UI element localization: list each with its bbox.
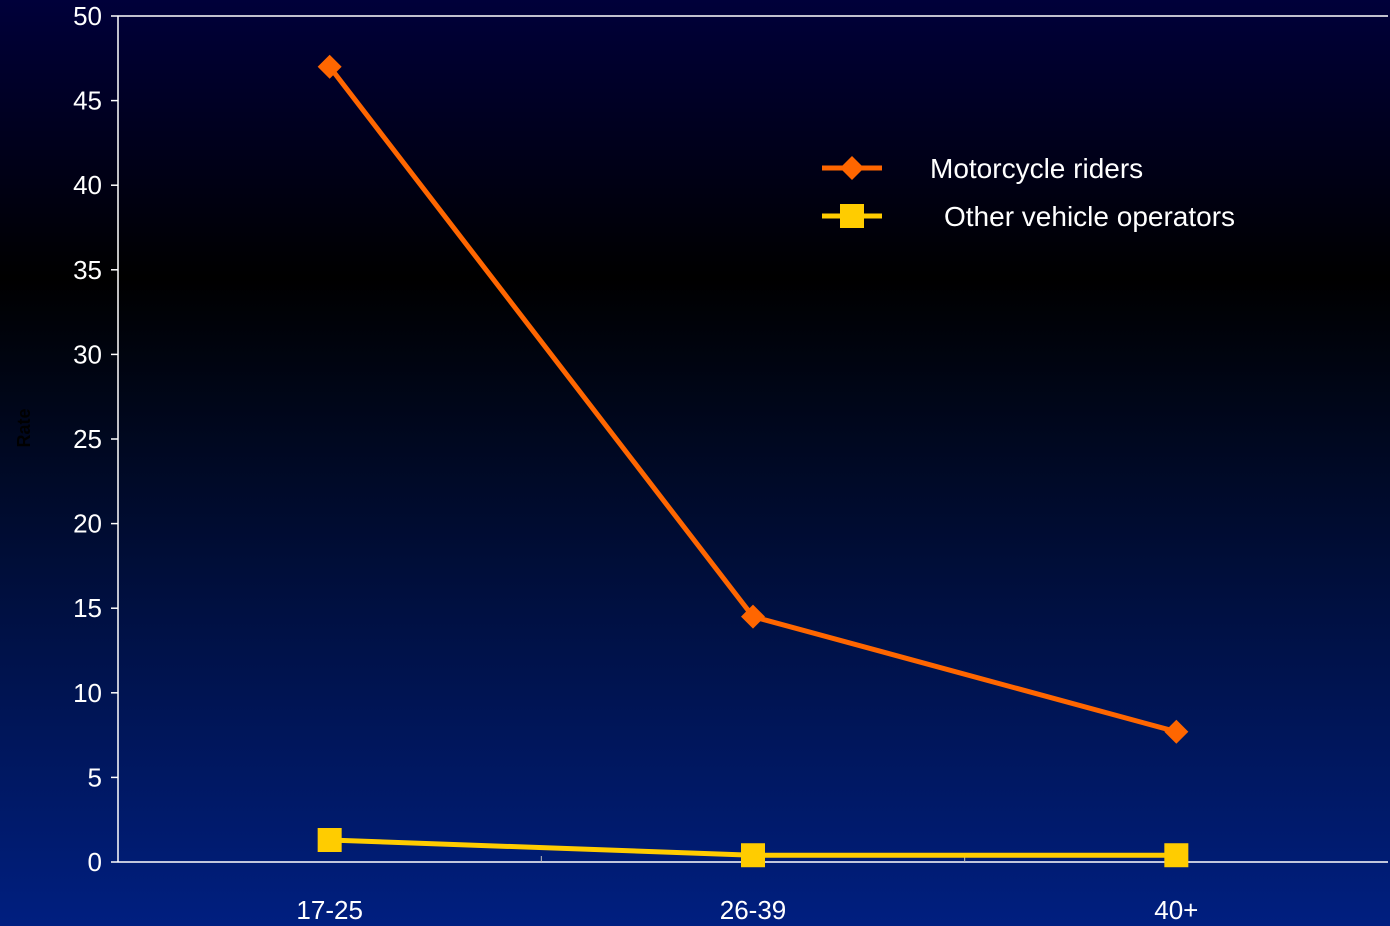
series-point bbox=[317, 828, 342, 853]
y-tick-label: 0 bbox=[88, 847, 102, 877]
series-layer bbox=[317, 54, 1189, 868]
series-motorcycle-riders bbox=[317, 54, 1189, 744]
series-point bbox=[1164, 719, 1189, 744]
legend-swatch-marker bbox=[840, 204, 864, 228]
x-tick-label: 40+ bbox=[1154, 895, 1198, 925]
y-tick-label: 10 bbox=[73, 678, 102, 708]
series-point bbox=[1164, 843, 1189, 868]
y-tick-label: 15 bbox=[73, 593, 102, 623]
x-tick-label: 17-25 bbox=[296, 895, 363, 925]
y-tick-label: 35 bbox=[73, 255, 102, 285]
y-tick-label: 5 bbox=[88, 762, 102, 792]
legend: Motorcycle riders Other vehicle operators bbox=[822, 153, 1235, 232]
legend-swatch-marker bbox=[840, 156, 864, 180]
series-point bbox=[741, 843, 765, 868]
x-axis-ticks: 17-25 26-39 40+ bbox=[296, 856, 1198, 925]
legend-item: Motorcycle riders bbox=[822, 153, 1143, 184]
y-tick-label: 20 bbox=[73, 509, 102, 539]
legend-label: Other vehicle operators bbox=[944, 201, 1235, 232]
y-axis-title: Rate bbox=[14, 408, 34, 447]
series-point bbox=[741, 604, 765, 629]
y-tick-label: 50 bbox=[73, 1, 102, 31]
series-other-vehicle-operators bbox=[317, 828, 1189, 868]
x-tick-label: 26-39 bbox=[720, 895, 787, 925]
legend-item: Other vehicle operators bbox=[822, 201, 1235, 232]
y-axis-ticks: 0 5 10 15 20 25 30 35 40 45 50 bbox=[73, 1, 118, 877]
series-point bbox=[317, 54, 342, 79]
legend-label: Motorcycle riders bbox=[930, 153, 1143, 184]
y-tick-label: 40 bbox=[73, 170, 102, 200]
axes bbox=[117, 15, 1388, 863]
y-tick-label: 25 bbox=[73, 424, 102, 454]
y-tick-label: 30 bbox=[73, 339, 102, 369]
y-tick-label: 45 bbox=[73, 86, 102, 116]
